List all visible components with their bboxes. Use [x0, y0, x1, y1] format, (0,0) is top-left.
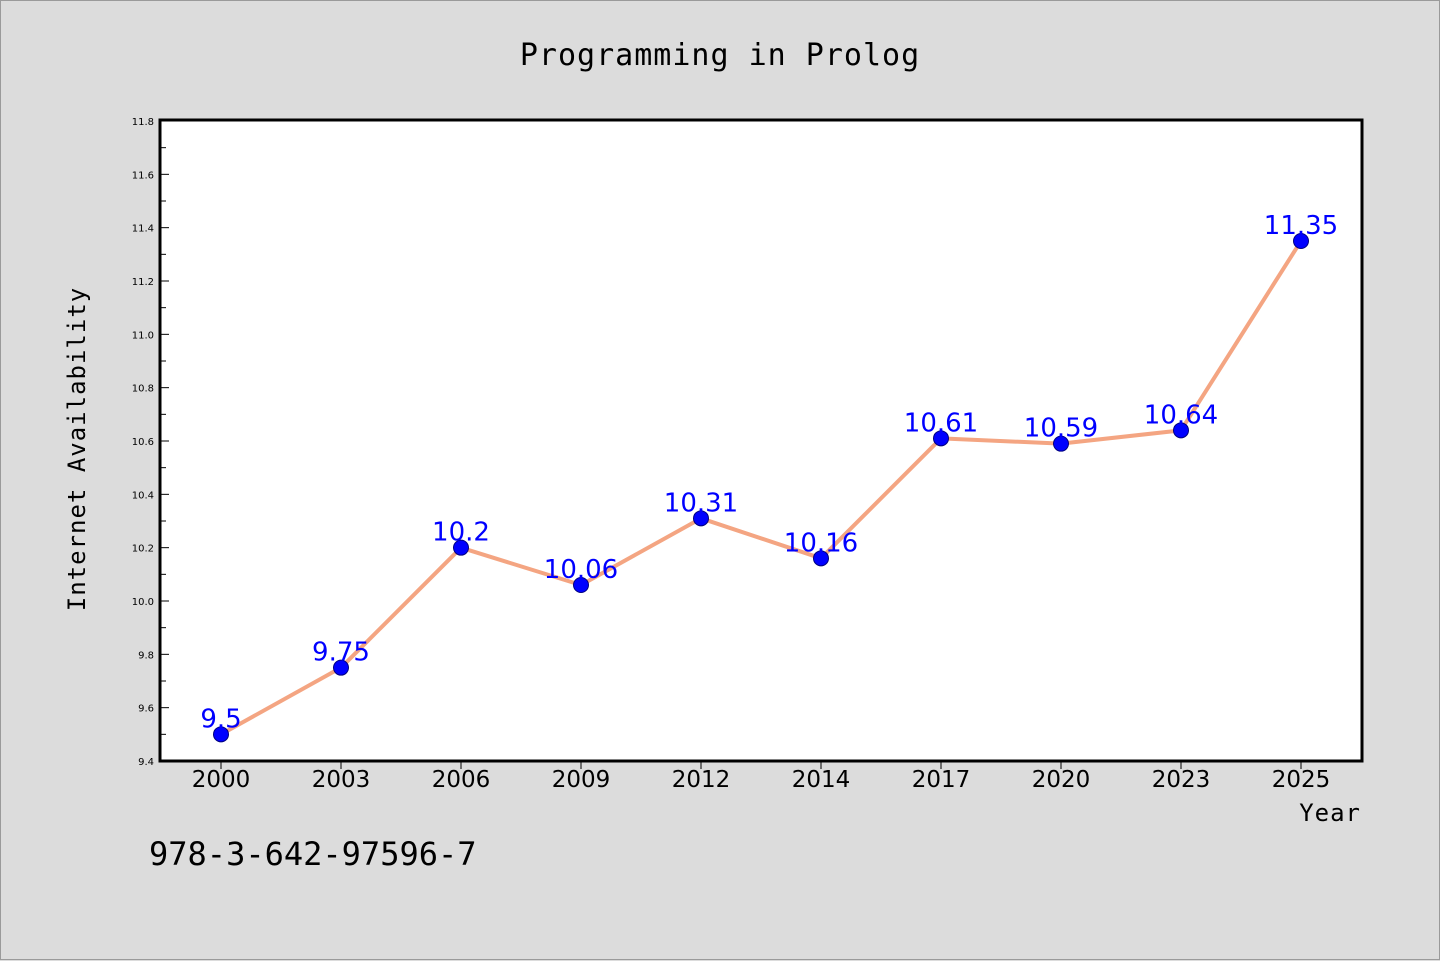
- data-point: [213, 726, 229, 743]
- isbn-code: 978-3-642-97596-7: [149, 835, 477, 873]
- y-tick-label: 11.4: [132, 224, 154, 235]
- y-tick-label: 9.4: [138, 757, 154, 768]
- data-label: 10.64: [1144, 400, 1218, 430]
- y-tick-label: 10.2: [132, 544, 154, 555]
- y-tick-label: 11.8: [132, 117, 154, 128]
- data-label: 9.5: [200, 704, 241, 734]
- y-tick-label: 9.8: [138, 650, 154, 661]
- data-label: 10.16: [784, 528, 858, 558]
- y-tick-label: 10.8: [132, 384, 154, 395]
- data-label: 10.31: [664, 488, 738, 518]
- x-axis: 2000 2003 2006 2009 2012 2014 2017 2020 2023 2025: [192, 761, 1331, 793]
- y-tick-label: 11.6: [132, 170, 154, 181]
- data-point: [813, 550, 829, 567]
- data-label: 10.61: [904, 408, 978, 438]
- data-point: [333, 659, 349, 676]
- y-tick-label: 9.6: [138, 704, 154, 715]
- data-point: [453, 539, 469, 556]
- x-tick-label: 2000: [192, 767, 251, 793]
- y-tick-label: 11.0: [132, 330, 154, 341]
- x-axis-label: Year: [1299, 799, 1361, 827]
- x-tick-label: 2017: [912, 767, 971, 793]
- x-tick-label: 2023: [1152, 767, 1211, 793]
- data-point: [693, 510, 709, 527]
- data-markers: [213, 233, 1309, 743]
- chart-title: Programming in Prolog: [520, 38, 920, 73]
- x-tick-label: 2009: [552, 767, 611, 793]
- x-tick-label: 2012: [672, 767, 731, 793]
- data-label: 10.06: [544, 555, 618, 585]
- x-tick-label: 2025: [1272, 767, 1331, 793]
- x-tick-label: 2003: [312, 767, 371, 793]
- y-tick-label: 10.0: [132, 597, 154, 608]
- data-label: 9.75: [312, 638, 370, 668]
- data-label: 10.2: [432, 518, 490, 548]
- y-axis-label: Internet Availability: [63, 287, 91, 611]
- data-point: [573, 577, 589, 593]
- x-tick-label: 2020: [1032, 767, 1091, 793]
- plot-area: [158, 118, 1364, 763]
- y-axis: 9.4 9.6 9.8 10.0 10.2 10.4 10.6 10.8 11.0 11.2 11.…: [132, 117, 169, 768]
- y-tick-label: 11.2: [132, 277, 154, 288]
- y-tick-label: 10.6: [132, 437, 154, 448]
- data-label: 11.35: [1264, 211, 1338, 241]
- data-point: [1293, 233, 1309, 249]
- data-point: [1053, 435, 1069, 452]
- data-label: 10.59: [1024, 414, 1098, 444]
- x-tick-label: 2006: [432, 767, 491, 793]
- y-tick-label: 10.4: [132, 490, 154, 501]
- x-tick-label: 2014: [792, 767, 851, 793]
- data-point: [933, 430, 949, 447]
- data-point: [1173, 422, 1189, 439]
- data-labels: 9.5 9.75 10.2 10.06 10.31 10.16 10.61 10.59 10.6…: [200, 211, 1338, 734]
- series-line: [220, 239, 1303, 737]
